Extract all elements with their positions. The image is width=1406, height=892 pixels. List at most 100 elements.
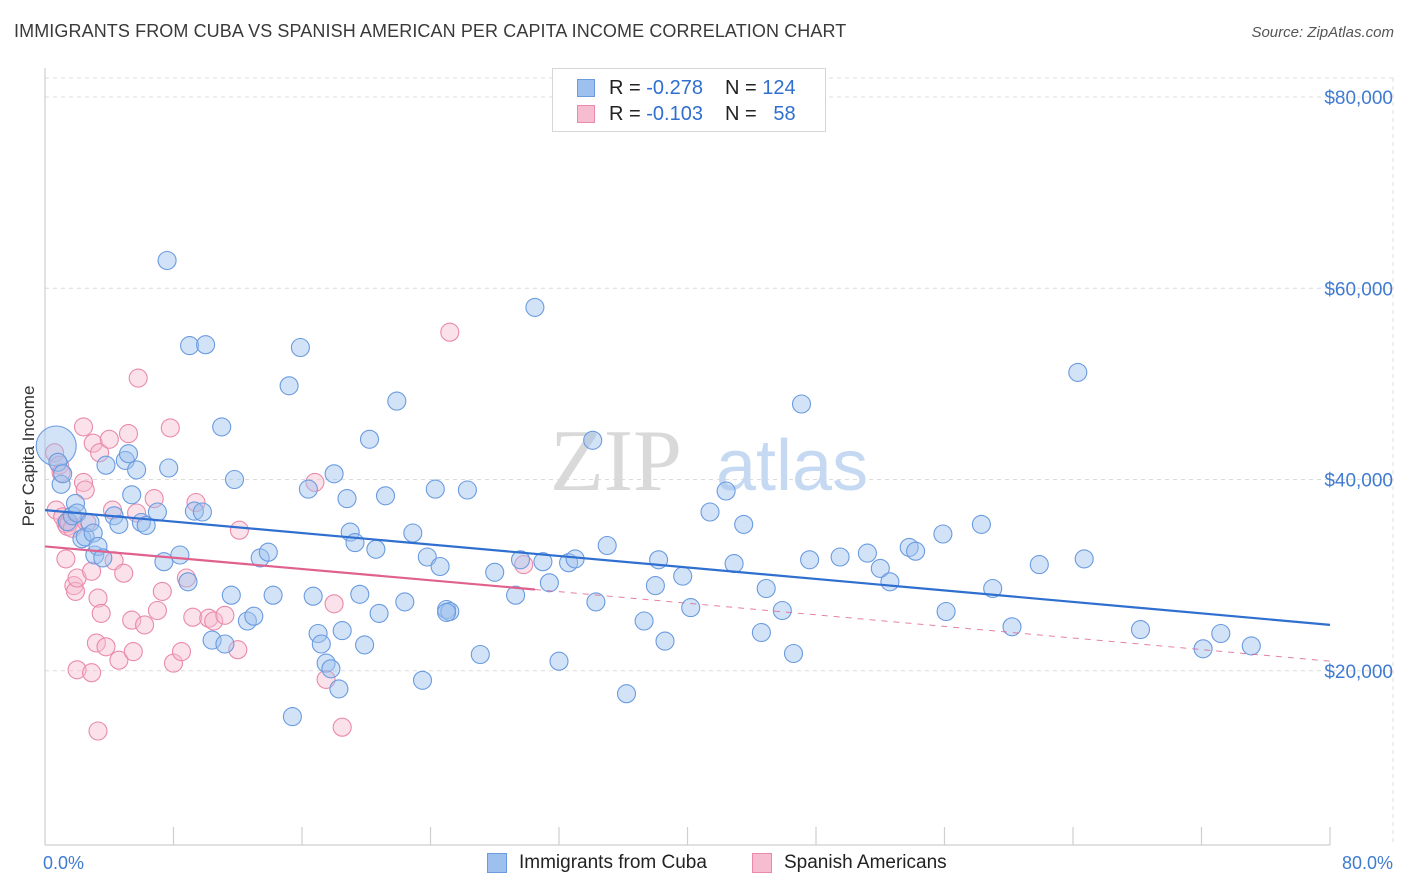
point-spanish [147,600,167,621]
point-cuba [734,514,754,534]
point-cuba [196,335,216,355]
bottom-legend-swatch-spanish [752,853,772,873]
y-axis-label: Per Capita Income [19,386,38,527]
point-cuba [1130,620,1151,640]
point-cuba [634,611,654,631]
point-cuba [724,554,744,574]
y-tick-labels: $20,000 $40,000 $60,000 $80,000 [1324,88,1393,683]
point-cuba [180,336,200,356]
point-cuba [1029,555,1049,575]
y-tick-label: $80,000 [1324,88,1393,109]
point-cuba [549,651,569,671]
y-tick-label: $20,000 [1324,662,1393,683]
watermark: ZIP atlas [550,413,868,510]
point-spanish [83,433,103,453]
point-cuba [1211,623,1231,644]
point-cuba [506,585,526,605]
point-cuba [403,523,423,543]
series-spanish-americans [45,322,534,741]
trend-line-cuba [44,509,1331,626]
point-spanish [75,480,95,500]
bottom-legend-swatch-cuba [487,853,507,873]
point-cuba [215,634,235,654]
point-cuba [586,592,606,612]
point-cuba [830,547,850,567]
point-cuba [597,535,617,556]
point-cuba [202,630,222,650]
x-tick-labels: 0.0% 80.0% [43,853,1393,873]
point-cuba [425,479,445,499]
legend-r-value: -0.103 [646,102,703,125]
point-cuba [290,337,310,358]
point-spanish [90,443,110,463]
point-cuba [906,541,926,561]
legend-row-spanish: R = -0.103 N = 58 [577,102,796,126]
point-spanish [440,322,460,342]
point-cuba [329,679,349,699]
point-cuba [355,635,375,655]
point-cuba [933,524,953,544]
point-cuba [48,452,68,472]
point-cuba [1074,549,1094,569]
chart-title: IMMIGRANTS FROM CUBA VS SPANISH AMERICAN… [14,21,847,41]
legend-r-value: -0.278 [646,76,703,99]
point-cuba [303,586,323,606]
point-spanish [163,653,184,673]
point-cuba [870,558,890,578]
x-tick-label: 0.0% [43,853,84,873]
point-cuba [192,502,212,522]
point-spanish [332,717,352,737]
point-spanish [73,417,94,437]
point-cuba [53,464,73,484]
point-spanish [171,642,192,662]
point-cuba [800,550,820,570]
point-spanish [204,611,224,631]
point-cuba [170,545,190,565]
y-tick-label: $40,000 [1324,471,1393,492]
legend-n-label: N = [724,102,757,125]
point-cuba [366,539,386,559]
legend-r-label: R = [609,76,641,99]
point-spanish [109,650,129,670]
point-cuba [716,481,736,501]
point-spanish [86,633,106,653]
point-cuba [109,514,129,534]
point-cuba [118,444,139,464]
point-cuba [971,514,991,534]
legend-swatch-cuba [577,79,595,97]
point-spanish [199,608,219,628]
legend-swatch-spanish [577,105,595,123]
point-cuba [417,547,437,567]
point-spanish [160,418,180,438]
trend-line-spanish-extension [534,588,1331,662]
point-spanish [183,607,203,627]
point-cuba [337,489,357,509]
point-cuba [412,670,433,690]
point-cuba [751,622,771,643]
point-cuba [178,572,198,592]
x-tick-label: 80.0% [1342,853,1393,873]
point-cuba [437,602,457,622]
legend-n-label: N = [724,76,757,99]
point-cuba [308,623,328,644]
point-spanish [96,637,116,657]
point-spanish [99,429,119,449]
bottom-legend-spanish: Spanish Americans [752,852,947,874]
point-cuba [332,621,352,641]
point-cuba [395,592,415,612]
point-cuba [983,578,1003,599]
point-cuba [375,486,396,506]
point-cuba [224,469,245,490]
point-cuba [783,643,804,664]
point-cuba [157,250,177,271]
axes-layer [44,68,1331,846]
point-spanish [73,472,94,492]
point-cuba [324,464,344,484]
point-cuba [159,458,179,478]
point-cuba [525,297,545,317]
point-cuba [127,460,147,480]
point-spanish [122,610,142,630]
watermark-zip: ZIP [550,413,682,510]
point-cuba [136,515,156,535]
point-spanish [51,463,71,483]
